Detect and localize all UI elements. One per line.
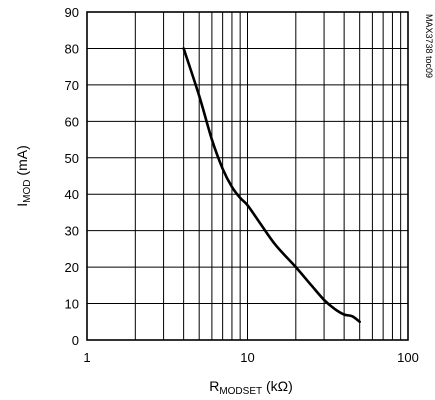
x-tick-labels: 1 10 100 bbox=[83, 350, 418, 365]
y-tick-label: 80 bbox=[65, 41, 79, 56]
y-tick-label: 70 bbox=[65, 78, 79, 93]
part-annotation: MAX3738 toc09 bbox=[424, 14, 434, 78]
series-line bbox=[182, 47, 361, 324]
plot-frame bbox=[86, 11, 409, 341]
y-axis-label: IMOD (mA) bbox=[14, 145, 33, 206]
x-tick-label: 10 bbox=[240, 350, 254, 365]
x-axis-label: RMODSET (kΩ) bbox=[209, 378, 293, 397]
y-tick-label: 60 bbox=[65, 114, 79, 129]
y-tick-label: 20 bbox=[65, 260, 79, 275]
y-tick-label: 30 bbox=[65, 224, 79, 239]
x-tick-label: 100 bbox=[397, 350, 419, 365]
grid bbox=[86, 11, 409, 341]
y-tick-label: 50 bbox=[65, 151, 79, 166]
y-tick-label: 10 bbox=[65, 297, 79, 312]
x-tick-label: 1 bbox=[83, 350, 90, 365]
y-tick-label: 40 bbox=[65, 187, 79, 202]
y-tick-label: 90 bbox=[65, 5, 79, 20]
y-tick-label: 0 bbox=[72, 333, 79, 348]
y-tick-labels: 0 10 20 30 40 50 60 70 80 90 bbox=[65, 5, 79, 348]
